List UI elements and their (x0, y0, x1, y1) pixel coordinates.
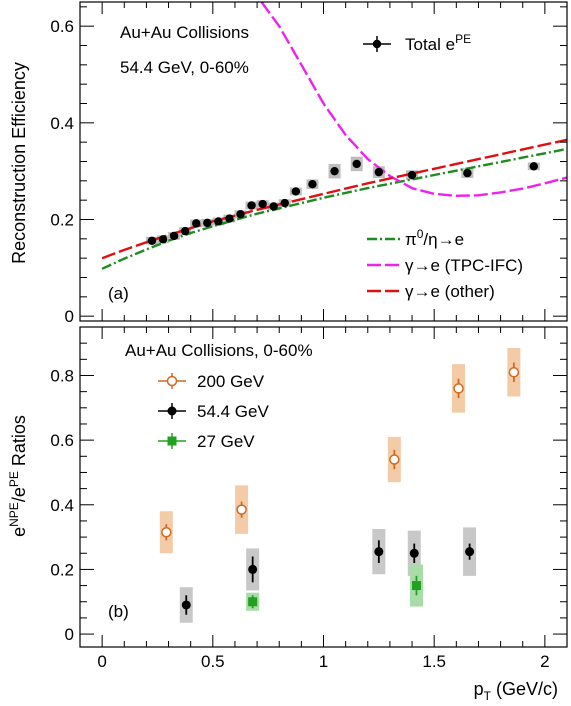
b-data-point (465, 547, 475, 557)
a-data-point (258, 199, 267, 209)
b-panel-label: (b) (108, 602, 129, 621)
b-y-tick-label: 0 (65, 625, 74, 644)
panel-b: 0 0.2 0.4 0.6 0.8 0 0.5 1 1.5 2 Au+Au Collisions,… (7, 326, 568, 703)
b-frame (79, 326, 568, 648)
b-legend-label-0: 200 GeV (197, 372, 265, 391)
b-x-tick-label: 1 (319, 652, 328, 671)
a-panel-label: (a) (108, 284, 129, 303)
panel-a: 0 0.2 0.4 0.6 Au+Au Collisions 54.4 GeV, 0-… (9, 1, 568, 326)
b-x-tick-label: 2 (540, 652, 549, 671)
a-data-point (352, 159, 361, 169)
a-annotation-2: 54.4 GeV, 0-60% (120, 58, 249, 77)
a-data-point (269, 202, 278, 211)
a-annotation-1: Au+Au Collisions (120, 23, 249, 42)
b-annotation-1: Au+Au Collisions, 0-60% (125, 341, 313, 360)
a-model-curves (101, 1, 568, 270)
a-data-point (529, 162, 538, 171)
a-data-point (147, 236, 157, 245)
b-legend-marker-2 (167, 436, 177, 446)
a-data-point (214, 217, 223, 226)
b-axes: 0 0.2 0.4 0.6 0.8 0 0.5 1 1.5 2 (50, 326, 568, 671)
b-data-point (409, 548, 419, 558)
b-y-axis-label: eNPE/ePE Ratios (7, 415, 29, 537)
b-y-tick-label: 0.2 (50, 560, 74, 579)
b-x-tick-label: 0.5 (201, 652, 225, 671)
a-legend: Total ePE π0/η→e γ→e (TPC-IFC) γ→e (other) (363, 32, 523, 301)
a-y-tick-label: 0.2 (50, 211, 74, 230)
a-axes: 0 0.2 0.4 0.6 (50, 1, 568, 326)
a-data-points (147, 159, 538, 245)
a-curve-2 (101, 138, 568, 260)
b-data-point (248, 597, 258, 607)
a-y-tick-label: 0.6 (50, 17, 74, 36)
a-y-tick-label: 0.4 (50, 114, 74, 133)
a-legend-label-1: γ→e (TPC-IFC) (405, 256, 523, 275)
b-data-point (181, 600, 191, 610)
b-data-point (389, 454, 400, 465)
a-data-point (180, 226, 190, 236)
b-x-axis-label: pT (GeV/c) (474, 679, 558, 703)
a-data-point (247, 201, 256, 210)
a-curve-0 (101, 147, 568, 270)
b-legend-marker-0 (166, 375, 178, 387)
a-data-point (203, 218, 212, 228)
b-y-tick-label: 0.6 (50, 431, 74, 450)
b-data-point (508, 367, 520, 378)
a-y-tick-label: 0 (65, 307, 74, 326)
a-data-point (192, 219, 201, 228)
b-data-point (248, 564, 258, 574)
b-data-point (236, 504, 247, 515)
b-legend-label-1: 54.4 GeV (197, 402, 269, 421)
a-data-point (308, 180, 317, 189)
a-syst-bands (145, 156, 540, 245)
b-data-point (374, 547, 384, 557)
b-data-point (161, 527, 172, 538)
b-y-tick-label: 0.4 (50, 496, 74, 515)
a-data-point (158, 235, 168, 244)
a-data-point (236, 209, 245, 219)
b-data-point (453, 383, 464, 394)
a-data-point (291, 187, 301, 196)
b-x-tick-label: 0 (97, 652, 106, 671)
a-legend-label-total: Total ePE (405, 32, 471, 54)
b-y-tick-label: 0.8 (50, 366, 74, 385)
b-x-tick-label: 1.5 (422, 652, 446, 671)
a-data-point (225, 214, 234, 223)
a-curve-1 (260, 1, 568, 198)
b-data-point (411, 581, 421, 591)
b-legend: 200 GeV 54.4 GeV 27 GeV (158, 372, 269, 451)
a-legend-label-0: π0/η→e (405, 227, 464, 249)
a-legend-label-2: γ→e (other) (405, 282, 495, 301)
b-data-points (161, 362, 520, 615)
a-data-point (169, 231, 179, 241)
a-data-point (407, 170, 417, 180)
b-legend-label-2: 27 GeV (197, 432, 255, 451)
a-data-point (463, 168, 472, 178)
a-y-axis-label: Reconstruction Efficiency (9, 62, 29, 264)
b-legend-marker-1 (167, 406, 177, 416)
a-data-point (280, 198, 289, 208)
a-legend-marker (372, 39, 382, 49)
a-data-point (330, 166, 339, 176)
a-data-point (374, 167, 384, 177)
